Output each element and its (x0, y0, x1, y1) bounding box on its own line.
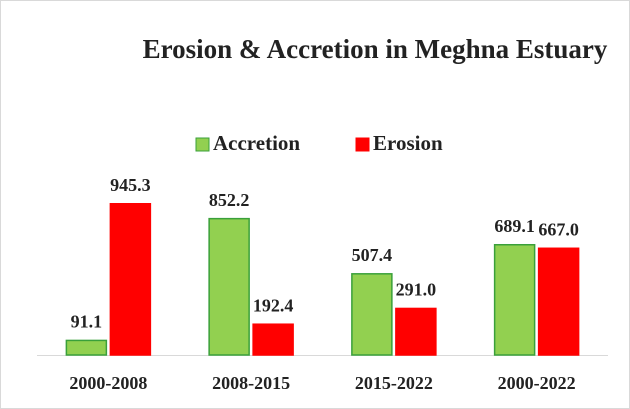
x-tick-label: 2000-2008 (69, 373, 147, 393)
bar (493, 243, 536, 356)
data-label: 667.0 (538, 219, 579, 239)
bar (537, 247, 580, 356)
x-tick-label: 2000-2022 (498, 373, 576, 393)
legend-label: Erosion (373, 131, 443, 155)
legend-label: Accretion (213, 131, 300, 155)
legend-swatch (355, 137, 370, 152)
x-tick-label: 2008-2015 (212, 373, 290, 393)
data-label: 507.4 (352, 245, 393, 265)
data-label: 689.1 (494, 216, 535, 236)
data-label: 852.2 (209, 190, 250, 210)
bar (395, 307, 437, 356)
x-tick-label: 2015-2022 (355, 373, 433, 393)
bar (65, 339, 108, 356)
bar (351, 273, 393, 356)
chart-title: Erosion & Accretion in Meghna Estuary (142, 34, 608, 64)
data-label: 91.1 (71, 312, 103, 332)
bar (109, 203, 152, 356)
data-label: 291.0 (396, 280, 437, 300)
bar (252, 323, 294, 356)
bar (208, 217, 250, 356)
data-label: 192.4 (253, 295, 294, 315)
data-label: 945.3 (110, 175, 151, 195)
legend-swatch (195, 137, 210, 152)
